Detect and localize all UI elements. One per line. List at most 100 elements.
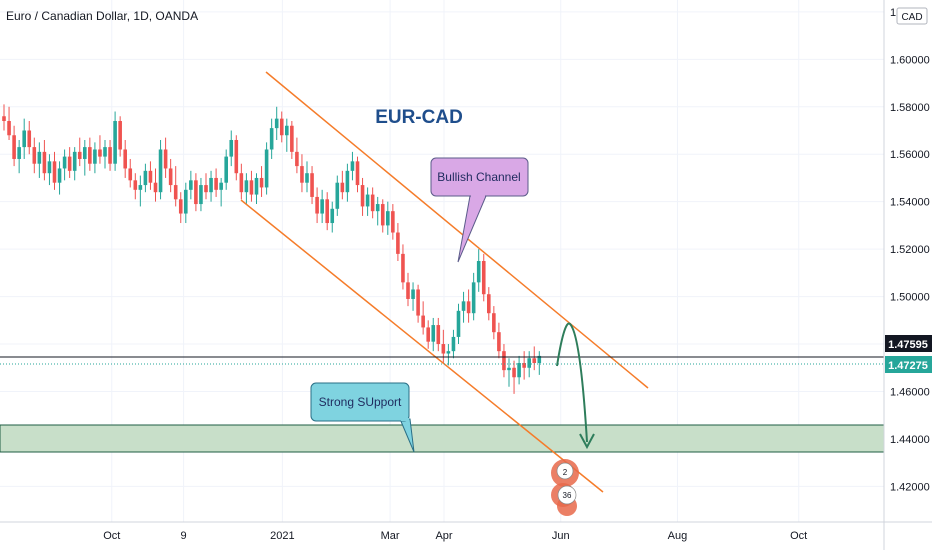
candle-body (476, 261, 481, 283)
candles (2, 104, 542, 394)
candle-body (386, 211, 390, 226)
bullish-channel-callout[interactable]: Bullish Channel (430, 157, 529, 263)
candle (189, 170, 193, 200)
y-tick-label: 1.54000 (890, 197, 930, 209)
candle-body (264, 149, 269, 188)
symbol-title: Euro / Canadian Dollar, 1D, OANDA (6, 9, 198, 23)
candle-body (88, 147, 92, 164)
strong-support-callout[interactable]: Strong SUpport (310, 382, 415, 453)
candle-body (370, 194, 375, 212)
candle-body (274, 118, 279, 129)
candle-body (426, 327, 430, 342)
candle-body (325, 199, 329, 224)
x-tick-label: Jun (552, 530, 570, 542)
candle-body (300, 166, 304, 183)
candle (98, 135, 102, 164)
candle-body (103, 147, 107, 157)
candle (77, 137, 82, 167)
candle-body (184, 189, 188, 214)
candle-body (375, 204, 380, 212)
candle (27, 121, 32, 155)
candle (32, 137, 37, 174)
currency-badge[interactable] (896, 7, 928, 25)
candle (375, 196, 380, 226)
candle (426, 320, 430, 349)
price-label: 1.47275 (885, 356, 932, 373)
x-tick-label: Aug (668, 530, 688, 542)
candle-body (350, 161, 355, 171)
candle (487, 287, 491, 321)
candle-body (365, 194, 370, 207)
candle (355, 156, 360, 193)
candle (264, 142, 269, 195)
y-tick-label: 1 (890, 7, 896, 19)
candle-body (406, 282, 410, 299)
candle (522, 351, 526, 380)
candle-body (279, 118, 284, 136)
event-marker-count: 36 (563, 491, 572, 500)
candle (12, 125, 16, 167)
candle (380, 199, 385, 233)
candle-body (290, 125, 294, 152)
candle-body (214, 177, 218, 190)
price-label-text: 1.47595 (888, 339, 928, 351)
candle-body (497, 332, 501, 352)
event-marker-badge (557, 485, 577, 505)
candle (199, 177, 203, 212)
candle-body (32, 147, 37, 164)
candle (441, 329, 446, 364)
candle-body (52, 161, 57, 183)
candle (113, 111, 117, 171)
candle-body (133, 180, 138, 190)
support-zone (0, 424, 885, 453)
candle-body (380, 204, 385, 226)
candle-body (98, 149, 102, 157)
candle-body (163, 149, 168, 169)
y-tick-label: 1.44000 (890, 434, 930, 446)
candle-body (67, 156, 72, 171)
candle-body (7, 121, 11, 136)
candle-body (391, 211, 395, 233)
candle-body (421, 315, 425, 328)
event-markers[interactable]: 2 36 (551, 459, 579, 516)
candle-body (189, 180, 193, 190)
candle (209, 170, 213, 202)
candle-body (295, 151, 299, 167)
candle (83, 139, 87, 176)
candle (416, 284, 420, 323)
candle-body (178, 199, 183, 214)
candle-body (209, 177, 213, 193)
candle-body (517, 363, 521, 378)
candle (466, 289, 471, 323)
candle (527, 351, 531, 378)
candle-body (62, 156, 67, 169)
candle (234, 135, 239, 181)
candle-body (396, 232, 400, 254)
candle-body (522, 363, 526, 368)
channel-lower-line (240, 199, 604, 493)
candle (370, 187, 375, 219)
candle (365, 187, 370, 216)
x-tick-label: Oct (103, 530, 120, 542)
candle-body (239, 173, 244, 193)
candle (52, 151, 57, 190)
candle-body (285, 125, 289, 136)
candle-body (355, 161, 360, 186)
price-label-bg (885, 356, 932, 373)
candle-body (492, 313, 496, 333)
candle (330, 201, 335, 233)
candle (72, 147, 77, 181)
candle (476, 249, 481, 292)
candle (219, 177, 223, 207)
candle-body (204, 185, 208, 193)
candle (118, 116, 122, 157)
candle (507, 358, 511, 387)
candle (128, 158, 133, 188)
candle-body (153, 182, 158, 193)
candle-body (199, 185, 203, 205)
currency-badge-label: CAD (901, 12, 922, 23)
candle-body (158, 149, 163, 193)
y-tick-label: 1.58000 (890, 102, 930, 114)
